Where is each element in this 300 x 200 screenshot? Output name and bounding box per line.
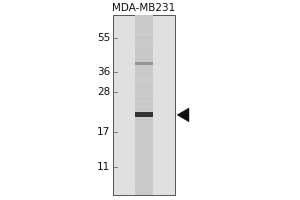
Bar <box>135 21 153 23</box>
Bar <box>135 138 153 139</box>
Bar <box>135 47 153 48</box>
Text: 36: 36 <box>97 67 110 77</box>
Bar <box>135 190 153 191</box>
Bar <box>135 58 153 60</box>
Bar <box>135 117 153 118</box>
Bar <box>135 63 153 65</box>
Bar <box>135 157 153 158</box>
Bar <box>135 108 153 110</box>
Bar <box>135 62 153 64</box>
Bar <box>135 30 153 31</box>
Bar <box>135 179 153 181</box>
Text: MDA-MB231: MDA-MB231 <box>112 3 176 13</box>
Bar <box>135 183 153 185</box>
Bar <box>135 104 153 105</box>
Bar <box>135 135 153 137</box>
Bar <box>135 119 153 120</box>
Text: 11: 11 <box>97 162 110 172</box>
Bar <box>135 144 153 145</box>
Bar <box>135 64 153 65</box>
Bar <box>135 36 153 37</box>
Text: 55: 55 <box>97 33 110 43</box>
Bar <box>135 62 153 65</box>
Bar <box>135 86 153 89</box>
Bar <box>135 192 153 194</box>
Bar <box>135 49 153 51</box>
Text: 28: 28 <box>97 87 110 97</box>
Polygon shape <box>177 108 189 122</box>
Bar <box>135 112 153 117</box>
Bar <box>135 15 153 195</box>
Bar <box>135 23 153 24</box>
Bar <box>135 189 153 191</box>
Bar <box>135 108 153 109</box>
Bar <box>135 161 153 162</box>
Bar <box>135 171 153 173</box>
Bar <box>135 129 153 130</box>
Bar <box>135 97 153 99</box>
Bar <box>135 43 153 46</box>
Bar <box>135 66 153 67</box>
Bar <box>135 62 153 65</box>
Text: 17: 17 <box>97 127 110 137</box>
Bar <box>135 116 153 118</box>
Bar <box>135 73 153 75</box>
Bar <box>135 55 153 56</box>
Bar <box>135 52 153 54</box>
Bar <box>113 15 175 195</box>
Bar <box>135 50 153 51</box>
Bar <box>135 37 153 39</box>
Bar <box>135 52 153 55</box>
Bar <box>135 75 153 76</box>
Bar <box>135 27 153 28</box>
Bar <box>135 152 153 153</box>
Bar <box>135 119 153 120</box>
Bar <box>135 48 153 51</box>
Bar <box>135 153 153 155</box>
Bar <box>135 103 153 105</box>
Bar <box>135 30 153 31</box>
Bar <box>135 73 153 74</box>
Bar <box>135 138 153 139</box>
Bar <box>135 30 153 31</box>
Bar <box>135 145 153 146</box>
Bar <box>135 19 153 21</box>
